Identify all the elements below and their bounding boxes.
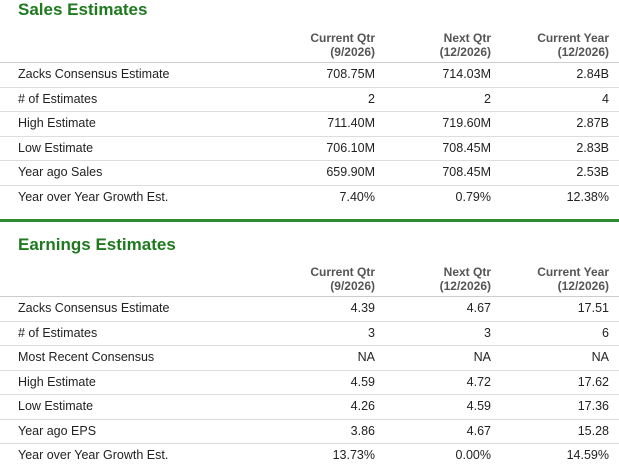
row-value: 708.45M <box>385 160 501 185</box>
row-label: Zacks Consensus Estimate <box>18 67 170 82</box>
row-value: 4.67 <box>466 301 491 316</box>
row-value: 17.62 <box>501 369 619 395</box>
row-value: 2.84B <box>576 67 609 82</box>
row-label: Low Estimate <box>0 394 240 419</box>
row-value: 706.10M <box>240 135 385 161</box>
table-row: Low Estimate 706.10M 708.45M 2.83B <box>0 135 619 161</box>
row-value: 2.83B <box>501 135 619 161</box>
row-value: 4.72 <box>385 369 501 395</box>
row-value: 4.39 <box>350 301 375 316</box>
sales-header-row: Current Qtr (9/2026) Next Qtr (12/2026) Cu… <box>0 31 619 63</box>
table-row: Year ago Sales 659.90M 708.45M 2.53B <box>0 160 619 185</box>
row-value: 15.28 <box>501 418 619 444</box>
table-row: High Estimate 4.59 4.72 17.62 <box>0 369 619 395</box>
header-next-qtr: Next Qtr (12/2026) <box>385 265 501 297</box>
table-row: # of Estimates 3 3 6 <box>0 320 619 346</box>
table-row: Year over Year Growth Est. 7.40% 0.79% 12.3… <box>0 184 619 209</box>
row-value: 17.36 <box>501 394 619 419</box>
row-value: 4.59 <box>240 369 385 395</box>
sales-estimates-table: Current Qtr (9/2026) Next Qtr (12/2026) Cu… <box>0 31 619 209</box>
header-current-qtr: Current Qtr (9/2026) <box>240 265 385 297</box>
table-row: # of Estimates 2 2 4 <box>0 86 619 112</box>
row-value: 3 <box>385 320 501 346</box>
row-value: 17.51 <box>577 301 609 316</box>
row-value: 4 <box>501 86 619 112</box>
row-value: 2.87B <box>501 111 619 136</box>
row-value: 714.03M <box>442 67 491 82</box>
table-row: Year over Year Growth Est. 13.73% 0.00% 14.… <box>0 443 619 468</box>
row-label: # of Estimates <box>0 320 240 346</box>
row-label: Year over Year Growth Est. <box>0 184 240 209</box>
table-row: Most Recent Consensus NA NA NA <box>0 345 619 370</box>
sales-estimates-section: Sales Estimates Current Qtr (9/2026) Next… <box>0 0 619 209</box>
table-row: Zacks Consensus Estimate 4.39 4.67 17.51 <box>0 297 619 322</box>
row-label: Year ago Sales <box>0 160 240 185</box>
row-value: 7.40% <box>240 184 385 209</box>
row-value: 14.59% <box>501 443 619 468</box>
earnings-estimates-table: Current Qtr (9/2026) Next Qtr (12/2026) Cu… <box>0 265 619 468</box>
earnings-estimates-title: Earnings Estimates <box>18 235 176 254</box>
row-value: NA <box>240 345 385 370</box>
row-label: Low Estimate <box>0 135 240 161</box>
header-current-year: Current Year (12/2026) <box>501 31 619 63</box>
table-row: High Estimate 711.40M 719.60M 2.87B <box>0 111 619 136</box>
row-value: 708.45M <box>385 135 501 161</box>
row-label: High Estimate <box>0 111 240 136</box>
row-value: 4.26 <box>240 394 385 419</box>
earnings-header-row: Current Qtr (9/2026) Next Qtr (12/2026) Cu… <box>0 265 619 297</box>
row-value: 3 <box>240 320 385 346</box>
row-value: 659.90M <box>240 160 385 185</box>
row-value: 4.67 <box>385 418 501 444</box>
row-label: Zacks Consensus Estimate <box>18 301 170 316</box>
row-value: NA <box>385 345 501 370</box>
header-current-year: Current Year (12/2026) <box>501 265 619 297</box>
row-label: Year over Year Growth Est. <box>0 443 240 468</box>
row-value: 6 <box>501 320 619 346</box>
row-value: 13.73% <box>240 443 385 468</box>
row-value: NA <box>501 345 619 370</box>
row-value: 12.38% <box>501 184 619 209</box>
row-label: # of Estimates <box>0 86 240 112</box>
row-value: 0.00% <box>385 443 501 468</box>
row-value: 719.60M <box>385 111 501 136</box>
table-row: Year ago EPS 3.86 4.67 15.28 <box>0 418 619 444</box>
row-value: 2 <box>240 86 385 112</box>
sales-estimates-title: Sales Estimates <box>18 0 148 19</box>
earnings-estimates-section: Earnings Estimates Current Qtr (9/2026) N… <box>0 219 619 468</box>
row-value: 3.86 <box>240 418 385 444</box>
header-current-qtr: Current Qtr (9/2026) <box>240 31 385 63</box>
header-empty <box>0 265 240 297</box>
row-label: High Estimate <box>0 369 240 395</box>
row-value: 708.75M <box>326 67 375 82</box>
header-next-qtr: Next Qtr (12/2026) <box>385 31 501 63</box>
row-value: 711.40M <box>240 111 385 136</box>
row-label: Year ago EPS <box>0 418 240 444</box>
row-value: 0.79% <box>385 184 501 209</box>
table-row: Zacks Consensus Estimate 708.75M 714.03M 2.… <box>0 63 619 88</box>
row-value: 4.59 <box>385 394 501 419</box>
table-row: Low Estimate 4.26 4.59 17.36 <box>0 394 619 419</box>
row-value: 2 <box>385 86 501 112</box>
header-empty <box>0 31 240 63</box>
row-label: Most Recent Consensus <box>0 345 240 370</box>
row-value: 2.53B <box>501 160 619 185</box>
